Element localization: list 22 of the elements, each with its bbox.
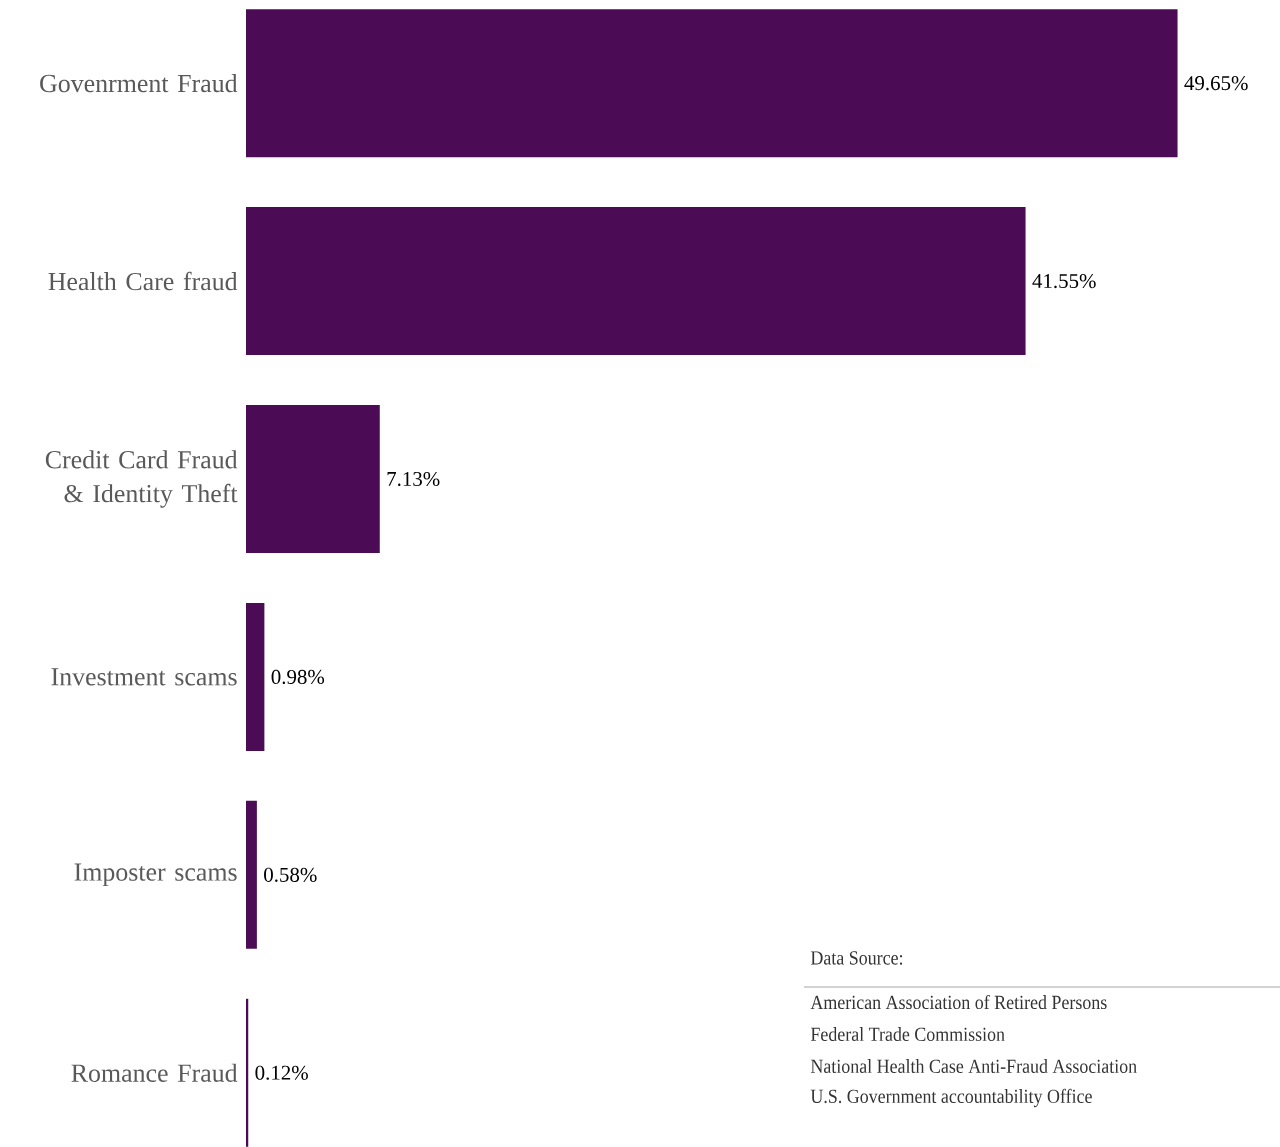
y-tick-label: Investment scams bbox=[51, 668, 237, 686]
data-label: 0.98% bbox=[271, 669, 325, 685]
annotation: Data Source: bbox=[810, 951, 903, 965]
data-label: 41.55% bbox=[1032, 273, 1096, 289]
y-tick-label: Govenrment Fraud bbox=[40, 74, 238, 93]
y-tick-label: Imposter scams bbox=[74, 863, 237, 887]
bar bbox=[246, 9, 1178, 158]
data-label: 0.12% bbox=[255, 1065, 308, 1080]
bar bbox=[246, 404, 380, 553]
data-label: 49.65% bbox=[1184, 76, 1248, 91]
bar bbox=[246, 800, 257, 949]
annotation: National Health Case Anti-Fraud Association bbox=[810, 1058, 1137, 1073]
y-tick-label: Romance Fraud bbox=[71, 1063, 238, 1082]
data-label: 7.13% bbox=[387, 471, 440, 487]
data-label: 0.58% bbox=[264, 867, 317, 882]
y-tick-label: Credit Card Fraud & Identity Theft bbox=[45, 450, 238, 508]
bar bbox=[246, 207, 1026, 356]
y-tick-label: Health Care fraud bbox=[48, 271, 238, 291]
bar bbox=[246, 602, 265, 751]
annotation: American Association of Retired Persons bbox=[810, 994, 1107, 1010]
annotation: Federal Trade Commission bbox=[810, 1026, 1005, 1041]
annotation: U.S. Government accountability Office bbox=[810, 1088, 1092, 1108]
